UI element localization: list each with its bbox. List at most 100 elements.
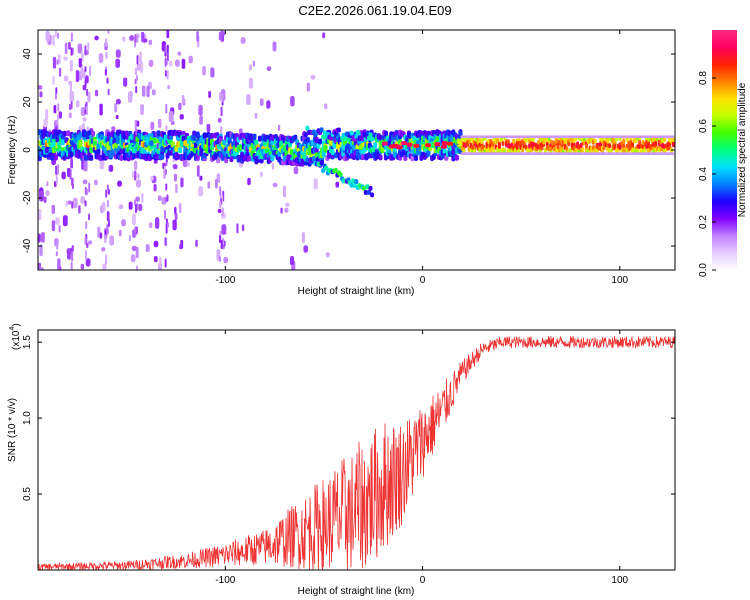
heatmap-cell — [115, 49, 121, 58]
heatmap-stripe-cell — [69, 82, 72, 92]
heatmap-cell — [40, 232, 45, 243]
heatmap-cell — [335, 181, 340, 188]
heatmap-band-cell — [238, 144, 243, 151]
snr-multiplier-exponent: 4 — [9, 327, 16, 331]
heatmap-branch-cell — [355, 129, 360, 135]
heatmap-stripe-cell — [56, 119, 59, 125]
heatmap-branch-cell — [366, 189, 371, 195]
heatmap-cell — [139, 51, 142, 64]
heatmap-cell — [217, 208, 222, 214]
heatmap-cell — [62, 215, 68, 227]
heatmap-halo-cell — [628, 152, 632, 156]
heatmap-cell — [272, 41, 277, 52]
heatmap-cell — [153, 255, 158, 263]
heatmap-halo-cell — [581, 152, 585, 156]
heatmap-halo-cell — [623, 152, 627, 156]
heatmap-stripe-cell — [134, 78, 137, 85]
heatmap-stripe-cell — [57, 32, 60, 39]
heatmap-halo-cell — [460, 135, 464, 139]
heatmap-halo-cell — [531, 152, 535, 156]
heatmap-halo-cell — [616, 135, 620, 139]
heatmap-halo-cell — [597, 152, 601, 156]
heatmap-cell — [150, 121, 155, 130]
heatmap-cell — [43, 196, 47, 203]
heatmap-stripe-cell — [87, 42, 90, 51]
heatmap-cell — [143, 38, 148, 43]
heatmap-stripe-cell — [55, 87, 58, 95]
heatmap-cell — [141, 192, 144, 204]
heatmap-peak-cell — [434, 142, 441, 147]
heatmap-band-cell — [252, 133, 257, 140]
heatmap-band-cell — [119, 148, 124, 155]
heatmap-cell — [221, 224, 227, 235]
heatmap-halo-cell — [616, 152, 620, 156]
heatmap-branch-cell — [336, 127, 341, 133]
heatmap-halo-cell — [593, 135, 597, 139]
heatmap-cell — [75, 70, 80, 82]
heatmap-halo-cell — [514, 135, 518, 139]
heatmap-cell — [38, 85, 43, 90]
heatmap-cell — [252, 60, 255, 67]
heatmap-stripe-cell — [163, 209, 166, 220]
heatmap-stripe-cell — [105, 189, 108, 198]
heatmap-cell — [99, 232, 103, 239]
heatmap-band-cell — [69, 151, 74, 158]
heatmap-cell — [65, 200, 69, 207]
heatmap-cell — [168, 60, 173, 67]
heatmap-cell — [94, 89, 99, 97]
heatmap-halo-cell — [552, 135, 556, 139]
heatmap-cell — [102, 263, 107, 270]
heatmap-cell — [153, 184, 157, 192]
heatmap-halo-cell — [496, 152, 500, 156]
heatmap-cell — [277, 124, 281, 131]
heatmap-cell — [115, 58, 121, 68]
heatmap-stripe-cell — [219, 186, 222, 196]
heatmap-cell — [322, 32, 326, 39]
heatmap-branch-cell — [349, 130, 354, 136]
heatmap-halo-cell — [533, 152, 537, 156]
heatmap-cell — [199, 175, 203, 181]
heatmap-halo-cell — [611, 152, 615, 156]
heatmap-halo-cell — [503, 152, 507, 156]
heatmap-band-cell — [289, 149, 294, 156]
heatmap-cell — [121, 219, 126, 227]
heatmap-cell — [61, 171, 66, 180]
heatmap-band-cell — [209, 132, 214, 139]
heatmap-stripe-cell — [220, 239, 223, 249]
heatmap-halo-cell — [531, 135, 535, 139]
heatmap-halo-cell — [607, 135, 611, 139]
heatmap-stripe-cell — [57, 164, 60, 175]
heatmap-cell — [80, 196, 86, 204]
heatmap-halo-cell — [668, 135, 672, 139]
heatmap-halo-cell — [550, 152, 554, 156]
heatmap-cell — [285, 202, 290, 207]
heatmap-halo-cell — [538, 152, 542, 156]
svg-text:(x104): (x104) — [9, 323, 22, 350]
heatmap-halo-cell — [507, 152, 511, 156]
heatmap-stripe-cell — [55, 173, 58, 184]
heatmap-cell — [46, 181, 49, 187]
heatmap-stripe-cell — [167, 222, 170, 228]
heatmap-halo-cell — [519, 152, 523, 156]
heatmap-halo-cell — [604, 152, 608, 156]
heatmap-stripe-cell — [136, 265, 139, 270]
heatmap-band-cell — [263, 140, 268, 147]
heatmap-stripe-cell — [166, 70, 169, 80]
heatmap-cell — [280, 207, 283, 214]
heatmap-halo-cell — [514, 152, 518, 156]
heatmap-cell — [130, 254, 136, 263]
heatmap-stripe-cell — [165, 183, 168, 191]
heatmap-stripe-cell — [106, 77, 109, 84]
heatmap-stripe-cell — [165, 125, 168, 132]
heatmap-peak-cell — [447, 141, 454, 146]
y-tick-label: 1.0 — [22, 411, 33, 425]
colorbar-label: Normalized spectral amplitude — [737, 82, 748, 217]
heatmap-halo-cell — [654, 152, 658, 156]
heatmap-halo-cell — [467, 135, 471, 139]
heatmap-cell — [111, 126, 116, 132]
heatmap-halo-cell — [481, 152, 485, 156]
heatmap-band-cell — [222, 139, 227, 146]
heatmap-halo-cell — [619, 152, 623, 156]
heatmap-cell — [140, 104, 144, 116]
heatmap-cell — [128, 201, 133, 210]
